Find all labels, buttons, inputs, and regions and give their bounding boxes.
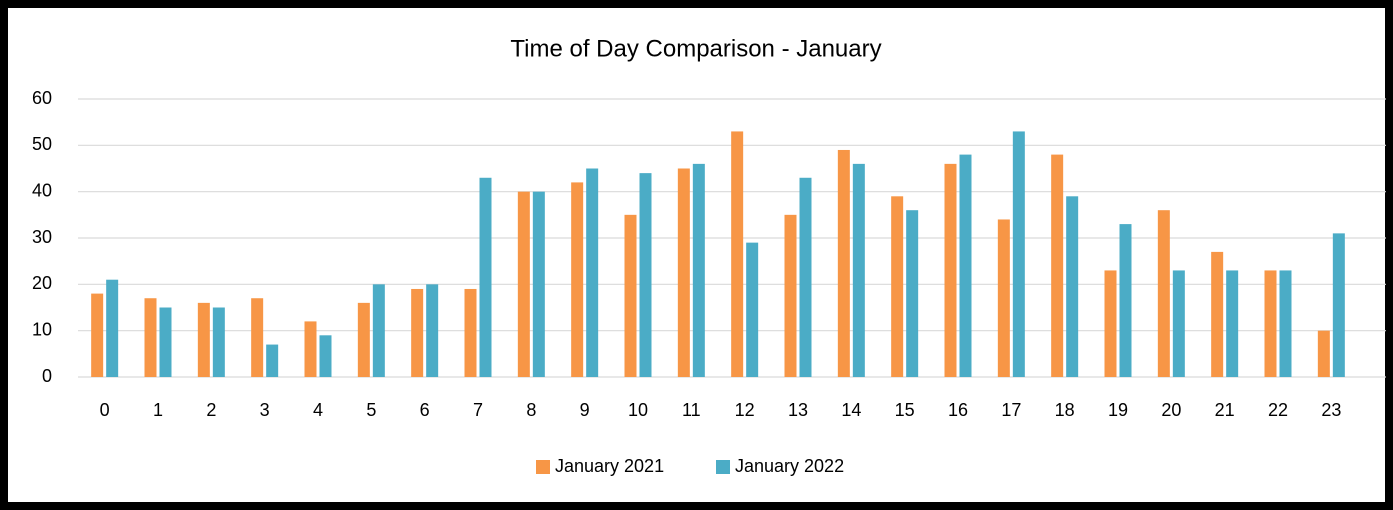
x-tick-label: 11 bbox=[682, 400, 701, 420]
y-tick-label: 50 bbox=[32, 134, 52, 154]
legend-swatch bbox=[536, 460, 550, 474]
legend-label: January 2021 bbox=[555, 456, 664, 476]
x-tick-label: 0 bbox=[100, 400, 110, 420]
bar bbox=[1211, 251, 1224, 377]
bar bbox=[1051, 154, 1064, 377]
bar bbox=[357, 302, 370, 377]
x-tick-label: 8 bbox=[526, 400, 536, 420]
x-tick-label: 15 bbox=[895, 400, 915, 420]
bar bbox=[91, 293, 104, 377]
bar bbox=[1104, 270, 1117, 377]
bar bbox=[571, 182, 584, 377]
bar bbox=[891, 196, 904, 377]
x-tick-label: 4 bbox=[313, 400, 323, 420]
x-tick-label: 19 bbox=[1108, 400, 1128, 420]
bar bbox=[1119, 224, 1132, 377]
bar bbox=[624, 214, 637, 377]
bar bbox=[372, 284, 385, 377]
bar bbox=[1332, 233, 1345, 377]
bar bbox=[944, 163, 957, 377]
x-tick-label: 6 bbox=[420, 400, 430, 420]
bar bbox=[799, 177, 812, 377]
x-tick-label: 18 bbox=[1055, 400, 1075, 420]
bar bbox=[997, 219, 1010, 377]
x-tick-label: 1 bbox=[153, 400, 163, 420]
bar bbox=[692, 163, 705, 377]
bar bbox=[464, 288, 477, 377]
x-tick-label: 5 bbox=[366, 400, 376, 420]
bar bbox=[212, 307, 225, 377]
bar bbox=[746, 242, 759, 377]
x-tick-label: 10 bbox=[628, 400, 648, 420]
bar bbox=[411, 288, 424, 377]
bar bbox=[517, 191, 530, 377]
bar bbox=[426, 284, 439, 377]
bar bbox=[731, 131, 744, 377]
bar bbox=[1012, 131, 1025, 377]
bar bbox=[106, 279, 119, 377]
bar bbox=[532, 191, 545, 377]
chart-title: Time of Day Comparison - January bbox=[510, 35, 881, 62]
x-tick-label: 21 bbox=[1215, 400, 1235, 420]
bar bbox=[1279, 270, 1292, 377]
bar bbox=[479, 177, 492, 377]
x-tick-label: 22 bbox=[1268, 400, 1288, 420]
bar bbox=[837, 149, 850, 377]
bar bbox=[852, 163, 865, 377]
y-tick-label: 30 bbox=[32, 227, 52, 247]
bar bbox=[144, 298, 157, 377]
x-tick-label: 13 bbox=[788, 400, 808, 420]
bar bbox=[639, 173, 652, 377]
bar bbox=[1264, 270, 1277, 377]
bar bbox=[251, 298, 264, 377]
y-tick-label: 60 bbox=[32, 88, 52, 108]
x-tick-label: 7 bbox=[473, 400, 483, 420]
y-tick-label: 10 bbox=[32, 319, 52, 339]
bar bbox=[677, 168, 690, 377]
legend-swatch bbox=[716, 460, 730, 474]
x-tick-label: 9 bbox=[580, 400, 590, 420]
bar bbox=[1317, 330, 1330, 377]
bar bbox=[197, 302, 210, 377]
bar bbox=[159, 307, 172, 377]
x-tick-label: 16 bbox=[948, 400, 968, 420]
bar bbox=[1066, 196, 1079, 377]
x-tick-label: 17 bbox=[1001, 400, 1021, 420]
x-tick-label: 23 bbox=[1321, 400, 1341, 420]
bar bbox=[906, 210, 919, 377]
y-tick-label: 40 bbox=[32, 180, 52, 200]
bar bbox=[784, 214, 797, 377]
y-tick-label: 20 bbox=[32, 273, 52, 293]
bar bbox=[266, 344, 279, 377]
bar bbox=[1157, 210, 1170, 377]
x-tick-label: 2 bbox=[206, 400, 216, 420]
bar bbox=[1226, 270, 1239, 377]
bar bbox=[959, 154, 972, 377]
bar bbox=[1172, 270, 1185, 377]
bar bbox=[586, 168, 599, 377]
x-tick-label: 14 bbox=[841, 400, 861, 420]
bar bbox=[319, 335, 332, 377]
legend-label: January 2022 bbox=[735, 456, 844, 476]
x-tick-label: 12 bbox=[735, 400, 755, 420]
x-tick-label: 3 bbox=[260, 400, 270, 420]
y-tick-label: 0 bbox=[42, 366, 52, 386]
bar bbox=[304, 321, 317, 377]
x-tick-label: 20 bbox=[1161, 400, 1181, 420]
